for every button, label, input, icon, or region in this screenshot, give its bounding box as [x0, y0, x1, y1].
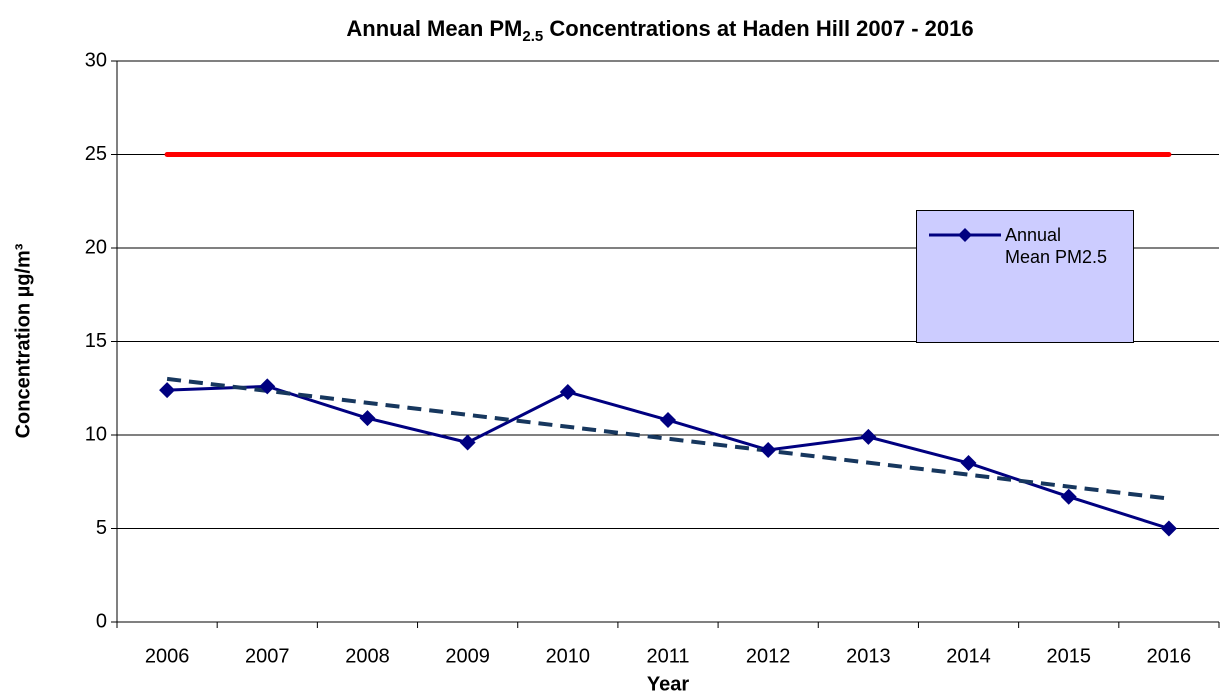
point-marker: [159, 382, 176, 399]
title-part: Concentrations at Haden Hill 2007 - 2016: [543, 16, 973, 41]
x-tick-label: 2014: [946, 645, 991, 667]
x-tick-label: 2016: [1147, 645, 1192, 667]
point-marker: [1060, 488, 1077, 505]
series-line: [167, 384, 1170, 530]
y-tick-label: 20: [85, 236, 107, 258]
title-subscript: 2.5: [522, 28, 543, 45]
x-tick-label: 2011: [646, 645, 689, 667]
point-marker: [860, 428, 877, 445]
x-tick-label: 2008: [345, 645, 390, 667]
y-axis-label: Concentration µg/m³: [12, 243, 34, 438]
point-marker: [660, 412, 676, 429]
x-tick-label: 2006: [145, 645, 190, 667]
y-tick-label: 15: [85, 330, 107, 352]
y-tick-label: 0: [96, 610, 107, 632]
point-marker: [760, 441, 777, 458]
trendline: [166, 376, 1170, 501]
y-tick-label: 30: [85, 49, 107, 71]
point-marker: [1160, 520, 1177, 537]
legend-marker: [958, 228, 972, 242]
chart-title: Annual Mean PM2.5 Concentrations at Hade…: [346, 16, 973, 45]
x-tick-label: 2007: [245, 645, 290, 667]
point-marker: [960, 455, 977, 472]
legend-label: Annual Mean PM2.5: [1005, 225, 1108, 267]
point-marker: [359, 410, 376, 427]
title-part: Annual Mean PM: [346, 16, 522, 41]
y-tick-label: 25: [85, 143, 107, 165]
x-tick-label: 2013: [846, 645, 891, 667]
point-marker: [259, 378, 276, 395]
x-axis-label: Year: [647, 673, 689, 695]
x-tick-label: 2009: [445, 645, 490, 667]
point-marker: [559, 383, 576, 400]
legend: Annual Mean PM2.5: [916, 210, 1134, 343]
legend-swatch: [929, 228, 1001, 242]
x-tick-label: 2012: [746, 645, 791, 667]
x-tick-label: 2010: [546, 645, 591, 667]
y-tick-label: 10: [85, 423, 107, 445]
x-tick-label: 2015: [1046, 645, 1091, 667]
point-marker: [459, 434, 476, 451]
y-tick-label: 5: [96, 517, 107, 539]
